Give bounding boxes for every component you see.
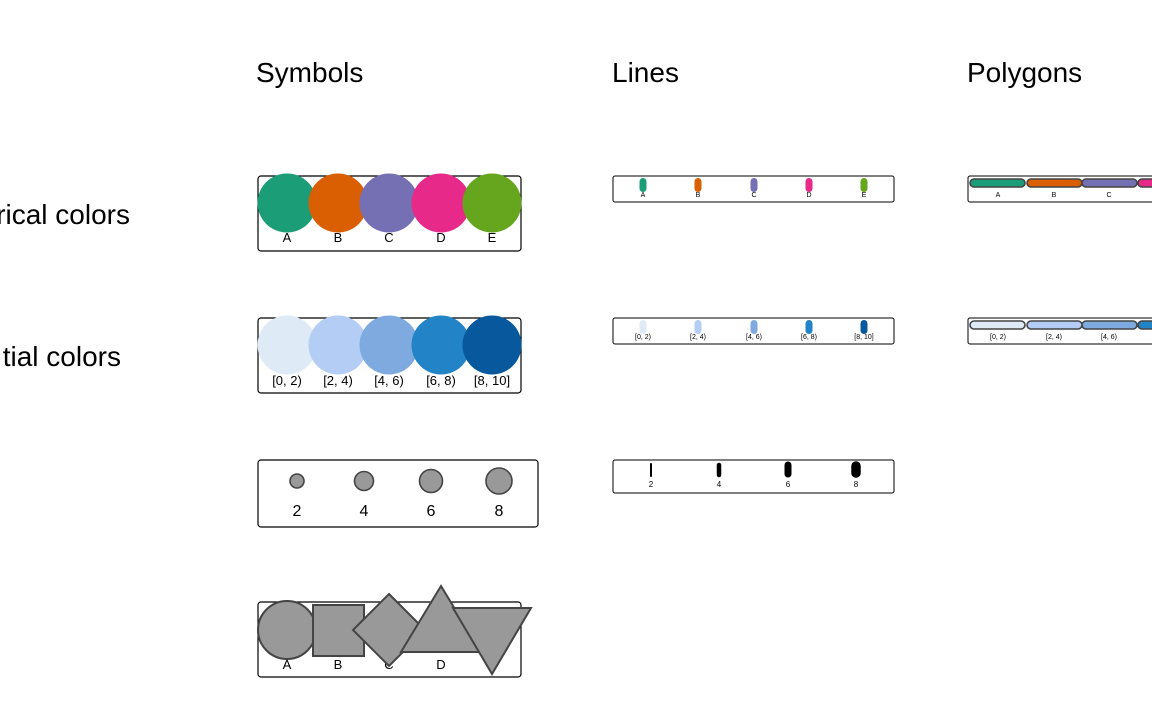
legend-label: A — [641, 192, 646, 199]
legend-label: A — [996, 192, 1001, 199]
circle-icon — [289, 473, 305, 489]
polygon-swatch — [1137, 178, 1152, 188]
legend-label: [4, 6) — [746, 334, 762, 341]
circle-icon — [308, 315, 368, 375]
legend-label: E — [862, 192, 867, 199]
circle-icon — [257, 600, 317, 660]
legend-label: [2, 4) — [1046, 334, 1062, 341]
polygons-categorical-labels: A B C — [996, 192, 1112, 199]
lines-categorical-legend — [612, 175, 895, 203]
legend-label: 2 — [649, 480, 654, 489]
legend-label: B — [334, 657, 343, 672]
legend-label: [0, 2) — [990, 334, 1006, 341]
symbols-size-legend — [257, 459, 539, 528]
polygon-swatch — [1026, 178, 1083, 188]
legend-label: 6 — [786, 480, 791, 489]
legend-label: B — [334, 230, 343, 245]
legend-label: 4 — [360, 503, 369, 520]
legend-label: B — [1052, 192, 1057, 199]
symbols-sequential-swatches — [257, 315, 522, 375]
legend-label: 2 — [293, 503, 302, 520]
legend-label: [0, 2) — [272, 373, 302, 388]
legend-label: A — [283, 657, 292, 672]
lines-sequential-swatches — [639, 320, 868, 334]
legend-label: 4 — [717, 480, 722, 489]
circle-icon — [462, 315, 522, 375]
legend-label: C — [384, 230, 393, 245]
legend-label: [2, 4) — [690, 334, 706, 341]
circle-icon — [359, 173, 419, 233]
symbols-shape-swatches: A B C D — [257, 584, 533, 676]
polygon-swatch — [969, 178, 1026, 188]
legend-label: [0, 2) — [635, 334, 651, 341]
polygon-swatch — [1026, 320, 1083, 330]
row-header-sequential: tial colors — [3, 341, 121, 372]
polygon-swatch — [969, 320, 1026, 330]
legend-label: [6, 8) — [426, 373, 456, 388]
circle-icon — [257, 173, 317, 233]
lines-sequential-labels: [0, 2) [2, 4) [4, 6) [6, 8) [8, 10] — [635, 334, 874, 341]
circle-icon — [485, 467, 513, 495]
polygons-sequential-legend — [967, 317, 1152, 345]
polygons-sequential-swatches — [969, 320, 1152, 330]
symbols-categorical-swatches — [257, 173, 522, 233]
circle-icon — [353, 470, 375, 492]
legend-label: 6 — [427, 503, 436, 520]
lines-size-swatches: 2 4 6 8 — [649, 461, 861, 489]
polygons-categorical-legend — [967, 175, 1152, 203]
circle-icon — [359, 315, 419, 375]
legend-label: E — [488, 230, 497, 245]
legend-label: 8 — [495, 503, 504, 520]
lines-categorical-swatches — [639, 178, 868, 192]
polygon-swatch — [1137, 320, 1152, 330]
legend-label: [4, 6) — [374, 373, 404, 388]
circle-icon — [257, 315, 317, 375]
legend-label: D — [436, 230, 445, 245]
legend-label: [8, 10] — [854, 334, 874, 341]
legend-label: 8 — [854, 480, 859, 489]
row-header-categorical: rical colors — [0, 199, 130, 230]
lines-size-legend — [612, 459, 895, 494]
circle-icon — [462, 173, 522, 233]
polygons-categorical-swatches — [969, 178, 1152, 188]
legend-label: A — [283, 230, 292, 245]
polygon-swatch — [1081, 178, 1138, 188]
column-header-polygons: Polygons — [967, 57, 1082, 88]
polygons-sequential-labels: [0, 2) [2, 4) [4, 6) — [990, 334, 1117, 341]
column-header-lines: Lines — [612, 57, 679, 88]
circle-icon — [308, 173, 368, 233]
legend-label: B — [696, 192, 701, 199]
circle-icon — [418, 468, 444, 494]
legend-label: C — [751, 192, 756, 199]
legend-label: [8, 10] — [474, 373, 510, 388]
legend-label: C — [1106, 192, 1111, 199]
lines-categorical-labels: A B C D E — [641, 192, 867, 199]
legend-label: D — [436, 657, 445, 672]
circle-icon — [411, 315, 471, 375]
symbols-sequential-labels: [0, 2) [2, 4) [4, 6) [6, 8) [8, 10] — [272, 373, 510, 388]
triangle-down-icon — [451, 607, 533, 676]
legend-label: [6, 8) — [801, 334, 817, 341]
column-header-symbols: Symbols — [256, 57, 363, 88]
symbols-categorical-labels: A B C D E — [283, 230, 497, 245]
symbols-size-swatches: 2 4 6 8 — [289, 467, 513, 520]
legend-label: [4, 6) — [1101, 334, 1117, 341]
polygon-swatch — [1081, 320, 1138, 330]
circle-icon — [411, 173, 471, 233]
lines-sequential-legend — [612, 317, 895, 345]
legend-label: [2, 4) — [323, 373, 353, 388]
legend-label: D — [806, 192, 811, 199]
